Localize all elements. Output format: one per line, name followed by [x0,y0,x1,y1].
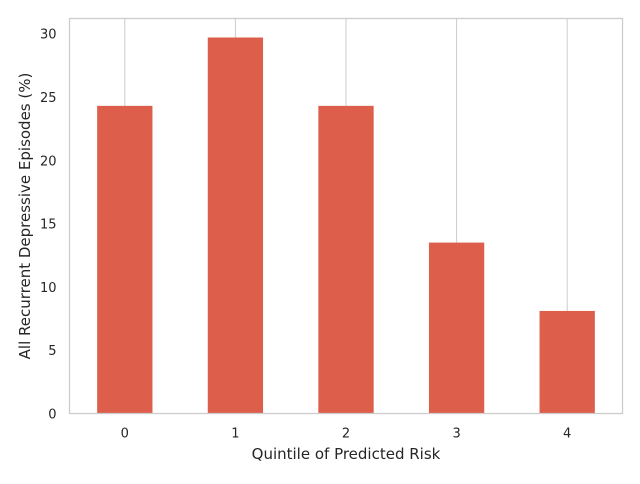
x-tick-label: 1 [231,427,239,442]
y-tick-labels: 0 5 10 15 20 25 30 [40,28,57,423]
x-tick-labels: 0 1 2 3 4 [121,427,572,442]
y-axis-label: All Recurrent Depressive Episodes (%) [16,73,34,360]
y-tick-label: 5 [48,344,56,359]
bar-4 [539,310,595,414]
y-tick-label: 15 [40,218,57,233]
bar-0 [97,105,153,414]
plot-frame [68,17,624,415]
x-axis-label: Quintile of Predicted Risk [252,445,441,463]
x-tick-label: 2 [342,427,350,442]
bar-2 [318,105,374,414]
y-tick-label: 10 [40,281,57,296]
x-tick-label: 0 [121,427,129,442]
bar-1 [207,37,264,414]
bar-layer [97,37,595,414]
bar-3 [428,242,485,414]
y-tick-label: 25 [40,91,57,106]
x-tick-label: 3 [452,427,460,442]
y-tick-label: 30 [40,28,57,43]
y-tick-label: 20 [40,154,57,169]
x-tick-label: 4 [563,427,571,442]
y-tick-label: 0 [48,408,56,423]
